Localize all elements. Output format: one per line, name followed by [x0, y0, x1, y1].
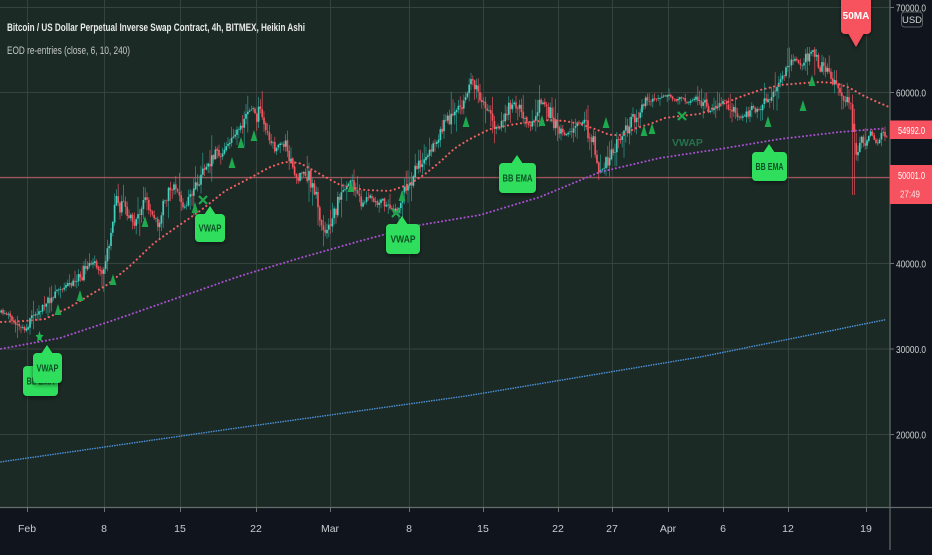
- svg-text:50MA: 50MA: [843, 11, 870, 22]
- svg-text:Feb: Feb: [18, 523, 36, 535]
- svg-text:VWAP: VWAP: [199, 224, 222, 235]
- svg-text:22: 22: [250, 523, 262, 535]
- svg-text:20000.0: 20000.0: [896, 430, 926, 441]
- svg-text:Bitcoin / US Dollar Perpetual: Bitcoin / US Dollar Perpetual Inverse Sw…: [7, 22, 305, 34]
- svg-text:22: 22: [552, 523, 564, 535]
- svg-text:6: 6: [720, 523, 726, 535]
- svg-text:BB EMA: BB EMA: [503, 174, 533, 185]
- svg-text:8: 8: [406, 523, 412, 535]
- svg-text:30000.0: 30000.0: [896, 345, 926, 356]
- svg-text:VWAP: VWAP: [672, 137, 703, 149]
- svg-text:USD: USD: [902, 15, 922, 26]
- svg-text:15: 15: [477, 523, 489, 535]
- svg-text:Mar: Mar: [321, 523, 340, 535]
- svg-text:27:49: 27:49: [900, 190, 920, 201]
- svg-text:VWAP: VWAP: [391, 235, 416, 246]
- svg-text:8: 8: [101, 523, 107, 535]
- svg-text:15: 15: [174, 523, 186, 535]
- svg-text:19: 19: [860, 523, 872, 535]
- svg-text:27: 27: [606, 523, 618, 535]
- svg-text:54992.0: 54992.0: [898, 126, 925, 137]
- svg-text:BB EMA: BB EMA: [756, 162, 784, 173]
- svg-text:60000.0: 60000.0: [896, 88, 926, 99]
- svg-text:VWAP: VWAP: [37, 364, 59, 375]
- svg-text:12: 12: [782, 523, 794, 535]
- svg-text:50001.0: 50001.0: [898, 171, 925, 182]
- svg-text:Apr: Apr: [660, 523, 677, 535]
- svg-text:EOD re-entries (close, 6, 10,: EOD re-entries (close, 6, 10, 240): [7, 45, 130, 57]
- svg-text:40000.0: 40000.0: [896, 259, 926, 270]
